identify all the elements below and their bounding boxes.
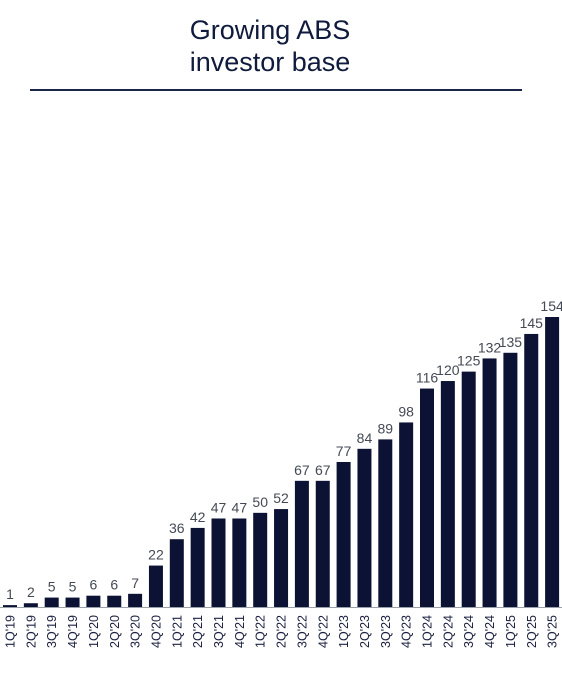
x-tick-label-3Q'21: 3Q'21 — [212, 615, 226, 648]
data-label-3Q'23: 89 — [378, 420, 394, 436]
data-label-3Q'25: 154 — [540, 298, 562, 314]
bar-1Q'25 — [503, 352, 518, 607]
bar-2Q'24 — [440, 381, 455, 607]
data-label-3Q'24: 125 — [457, 353, 481, 369]
bar-3Q'25 — [545, 317, 560, 607]
bar-2Q'23 — [357, 448, 372, 607]
x-tick-label-4Q'24: 4Q'24 — [483, 615, 497, 648]
x-tick-label-4Q'23: 4Q'23 — [400, 615, 414, 648]
data-label-3Q'19: 5 — [48, 579, 56, 595]
data-label-2Q'19: 2 — [27, 584, 35, 600]
x-tick-label-2Q'20: 2Q'20 — [108, 615, 122, 648]
bar-1Q'20 — [86, 595, 101, 607]
x-tick-label-2Q'24: 2Q'24 — [441, 615, 455, 648]
data-label-1Q'20: 6 — [90, 577, 98, 593]
x-tick-label-4Q'21: 4Q'21 — [233, 615, 247, 648]
bar-4Q'21 — [232, 518, 247, 607]
bar-3Q'24 — [461, 371, 476, 607]
bar-3Q'20 — [128, 593, 143, 607]
x-tick-label-1Q'25: 1Q'25 — [504, 615, 518, 648]
data-label-1Q'23: 77 — [336, 443, 352, 459]
data-label-2Q'22: 52 — [273, 490, 289, 506]
data-label-2Q'21: 42 — [190, 509, 206, 525]
bar-1Q'22 — [253, 512, 268, 607]
x-tick-label-2Q'19: 2Q'19 — [24, 615, 38, 648]
x-tick-label-1Q'20: 1Q'20 — [87, 615, 101, 648]
x-tick-label-1Q'21: 1Q'21 — [170, 615, 184, 648]
bar-1Q'23 — [336, 462, 351, 607]
title-divider — [30, 89, 522, 91]
bar-2Q'25 — [524, 333, 539, 607]
bar-2Q'21 — [190, 527, 205, 607]
x-tick-label-3Q'19: 3Q'19 — [45, 615, 59, 648]
bar-3Q'22 — [294, 480, 309, 607]
data-label-3Q'20: 7 — [131, 575, 139, 591]
data-label-3Q'21: 47 — [211, 499, 227, 515]
data-label-1Q'24: 116 — [416, 370, 439, 386]
bar-4Q'20 — [148, 565, 163, 607]
x-tick-label-3Q'20: 3Q'20 — [129, 615, 143, 648]
bar-1Q'21 — [169, 539, 184, 607]
data-label-4Q'24: 132 — [478, 339, 502, 355]
bar-3Q'19 — [44, 597, 59, 607]
data-label-1Q'22: 50 — [252, 494, 268, 510]
data-label-4Q'23: 98 — [398, 403, 414, 419]
chart-title-line-2: investor base — [189, 47, 351, 77]
x-tick-label-2Q'23: 2Q'23 — [358, 615, 372, 648]
bar-3Q'21 — [211, 518, 226, 607]
data-label-2Q'25: 145 — [520, 315, 544, 331]
data-label-4Q'20: 22 — [148, 547, 164, 563]
data-label-1Q'19: 1 — [6, 586, 14, 602]
data-label-4Q'22: 67 — [315, 462, 331, 478]
x-tick-label-3Q'24: 3Q'24 — [462, 615, 476, 648]
data-label-4Q'21: 47 — [232, 499, 248, 515]
data-label-1Q'21: 36 — [169, 520, 185, 536]
x-tick-label-1Q'22: 1Q'22 — [254, 615, 268, 648]
bar-1Q'24 — [420, 388, 434, 607]
bar-2Q'22 — [274, 509, 289, 607]
bar-4Q'23 — [399, 422, 414, 607]
bar-3Q'23 — [378, 439, 393, 607]
data-label-2Q'20: 6 — [110, 577, 118, 593]
x-tick-label-2Q'21: 2Q'21 — [191, 615, 205, 648]
x-tick-label-4Q'19: 4Q'19 — [66, 615, 80, 648]
x-tick-label-4Q'20: 4Q'20 — [149, 615, 163, 648]
x-tick-label-3Q'22: 3Q'22 — [295, 615, 309, 648]
x-tick-label-3Q'25: 3Q'25 — [546, 615, 560, 648]
data-label-2Q'24: 120 — [436, 362, 460, 378]
chart-title: Growing ABS investor base — [0, 14, 540, 78]
x-tick-label-3Q'23: 3Q'23 — [379, 615, 393, 648]
x-tick-label-2Q'22: 2Q'22 — [275, 615, 289, 648]
x-tick-label-1Q'19: 1Q'19 — [4, 615, 18, 648]
bar-4Q'19 — [65, 597, 80, 607]
data-label-2Q'23: 84 — [357, 430, 373, 446]
data-label-1Q'25: 135 — [499, 334, 523, 350]
data-label-3Q'22: 67 — [294, 462, 310, 478]
bar-1Q'19 — [3, 605, 17, 607]
bar-4Q'22 — [315, 480, 330, 607]
data-label-4Q'19: 5 — [69, 579, 77, 595]
bar-2Q'19 — [23, 603, 38, 607]
bar-4Q'24 — [482, 358, 497, 607]
chart-title-line-1: Growing ABS — [189, 15, 351, 45]
x-tick-label-1Q'23: 1Q'23 — [337, 615, 351, 648]
x-tick-label-4Q'22: 4Q'22 — [316, 615, 330, 648]
x-tick-label-1Q'24: 1Q'24 — [421, 615, 435, 648]
bar-2Q'20 — [107, 595, 122, 607]
x-tick-label-2Q'25: 2Q'25 — [525, 615, 539, 648]
